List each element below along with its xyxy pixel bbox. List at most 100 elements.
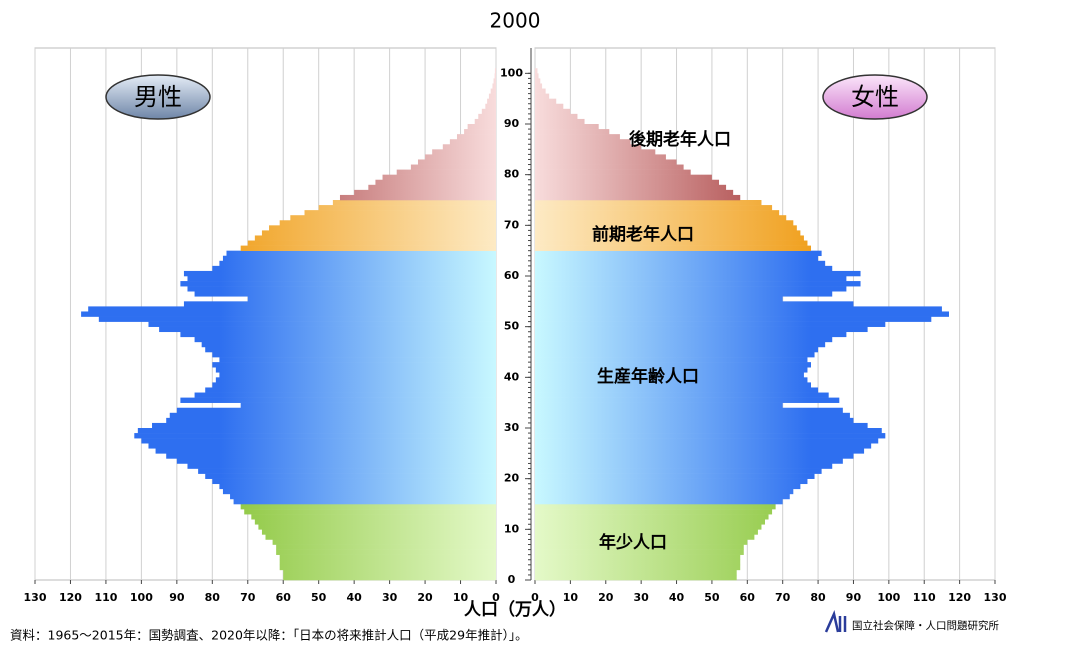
x-tick-label: 120 bbox=[59, 591, 82, 604]
credit-logo bbox=[824, 610, 847, 633]
bar bbox=[148, 443, 496, 449]
bar bbox=[535, 362, 811, 368]
bar bbox=[205, 346, 496, 353]
bar bbox=[279, 220, 496, 226]
bar bbox=[535, 149, 656, 155]
y-tick-label: 10 bbox=[504, 522, 520, 535]
bar bbox=[318, 205, 496, 211]
bar bbox=[535, 402, 783, 409]
x-tick-label: 20 bbox=[417, 591, 433, 604]
bar bbox=[535, 118, 585, 125]
bar bbox=[425, 154, 496, 160]
bar bbox=[535, 194, 741, 201]
bar bbox=[332, 200, 496, 206]
bar bbox=[535, 529, 758, 535]
bar bbox=[485, 103, 496, 110]
bar bbox=[535, 124, 599, 130]
bar bbox=[535, 534, 755, 540]
bar bbox=[183, 270, 496, 277]
bar bbox=[212, 478, 497, 485]
bar bbox=[205, 473, 496, 479]
bar bbox=[535, 78, 541, 84]
bar bbox=[535, 519, 765, 525]
bar bbox=[535, 154, 666, 160]
x-tick-label: 110 bbox=[94, 591, 117, 604]
bar bbox=[478, 113, 496, 120]
bar bbox=[535, 488, 794, 495]
bar bbox=[535, 458, 843, 464]
bar bbox=[442, 144, 496, 150]
x-tick-label: 20 bbox=[598, 591, 614, 604]
bar bbox=[535, 422, 868, 429]
bar bbox=[535, 103, 564, 110]
y-tick-label: 30 bbox=[504, 421, 520, 434]
bar bbox=[535, 483, 801, 490]
bar bbox=[240, 504, 496, 510]
bar bbox=[535, 316, 932, 322]
bar bbox=[535, 412, 850, 419]
bar bbox=[535, 438, 879, 444]
bar bbox=[467, 124, 496, 130]
bar bbox=[535, 326, 868, 333]
x-tick-label: 100 bbox=[877, 591, 900, 604]
bar bbox=[535, 321, 886, 327]
y-tick-label: 90 bbox=[504, 117, 520, 130]
bar bbox=[535, 93, 550, 99]
bar bbox=[535, 144, 642, 150]
bar bbox=[487, 98, 496, 105]
bar bbox=[240, 245, 496, 251]
bar bbox=[535, 306, 942, 312]
bar bbox=[535, 352, 815, 358]
group-label: 生産年齢人口 bbox=[597, 366, 699, 387]
x-tick-label: 0 bbox=[492, 591, 500, 604]
bar bbox=[141, 438, 496, 444]
bar bbox=[205, 387, 496, 393]
bar bbox=[535, 169, 691, 175]
bar bbox=[212, 362, 497, 368]
bar bbox=[535, 336, 833, 343]
bar bbox=[180, 397, 496, 403]
bar bbox=[258, 524, 496, 530]
x-tick-label: 0 bbox=[531, 591, 539, 604]
bar bbox=[535, 210, 780, 216]
bar bbox=[535, 428, 882, 434]
x-tick-label: 50 bbox=[311, 591, 327, 604]
x-tick-label: 10 bbox=[563, 591, 579, 604]
bar bbox=[290, 215, 496, 221]
bar bbox=[535, 498, 783, 505]
bar bbox=[535, 113, 578, 120]
bar bbox=[194, 336, 497, 343]
bar bbox=[535, 301, 854, 307]
bar bbox=[456, 134, 496, 140]
bar bbox=[272, 539, 496, 545]
bar bbox=[212, 265, 497, 272]
bar bbox=[535, 554, 741, 561]
bar bbox=[535, 377, 808, 383]
bar bbox=[535, 240, 808, 246]
bar bbox=[169, 412, 496, 419]
x-tick-label: 130 bbox=[24, 591, 47, 604]
bar bbox=[240, 402, 496, 409]
bar bbox=[304, 210, 496, 216]
bar bbox=[535, 179, 719, 186]
male-label: 男性 bbox=[134, 83, 182, 111]
bar bbox=[535, 139, 631, 145]
y-tick-label: 20 bbox=[504, 472, 520, 485]
bar bbox=[254, 235, 496, 241]
bar bbox=[535, 473, 815, 479]
bar bbox=[535, 270, 861, 277]
bar bbox=[535, 397, 840, 403]
bar bbox=[254, 519, 496, 525]
bar bbox=[176, 458, 496, 464]
bar bbox=[354, 189, 496, 196]
bar bbox=[535, 372, 804, 378]
bar bbox=[279, 559, 496, 566]
bar bbox=[492, 83, 496, 89]
bar bbox=[535, 341, 826, 348]
bar bbox=[222, 255, 496, 262]
bar bbox=[535, 367, 808, 373]
bar bbox=[535, 453, 854, 459]
female-badge bbox=[822, 74, 928, 120]
bar bbox=[535, 478, 808, 485]
